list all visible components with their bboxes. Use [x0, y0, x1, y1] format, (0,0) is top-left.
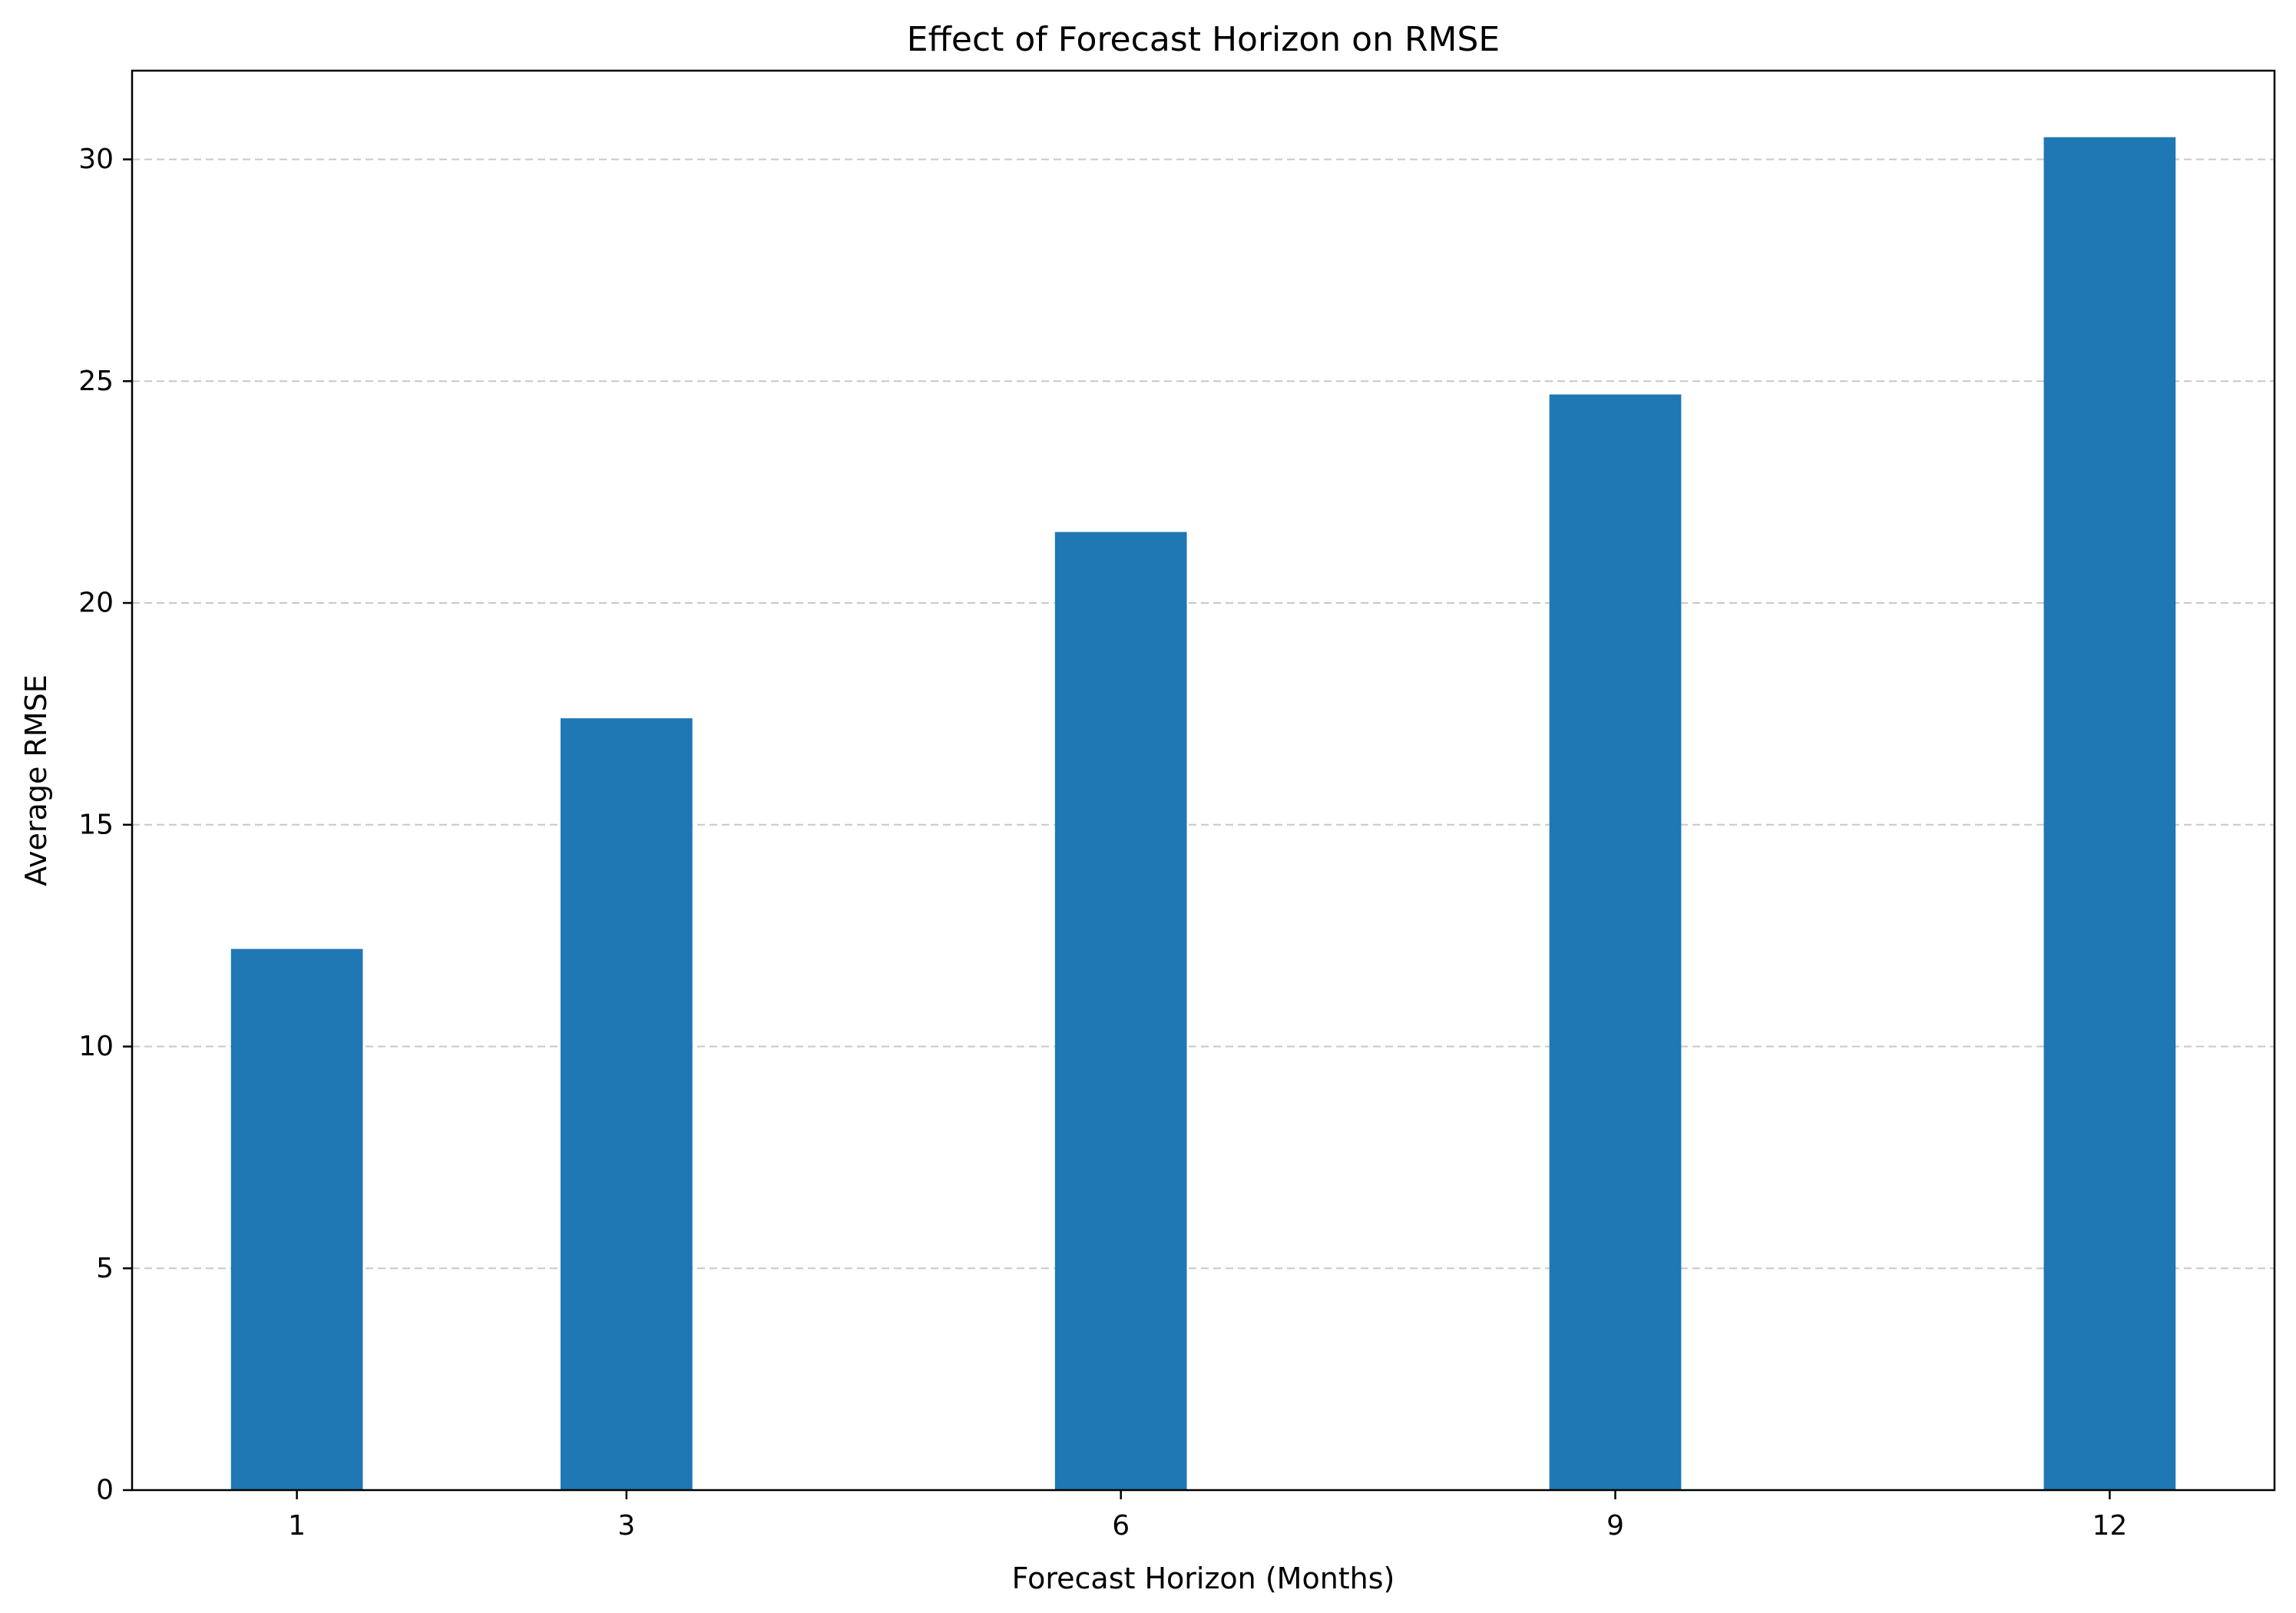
y-tick-label: 10 [78, 1031, 114, 1062]
y-tick-label: 20 [78, 588, 114, 619]
x-tick-label: 6 [1112, 1510, 1130, 1542]
y-tick-label: 25 [78, 366, 114, 397]
bar-horizon-12 [2043, 137, 2176, 1490]
y-tick-label: 15 [78, 809, 114, 840]
bar-horizon-3 [561, 718, 693, 1490]
y-tick-label: 0 [96, 1475, 114, 1506]
y-tick-label: 5 [96, 1253, 114, 1284]
y-tick-label: 30 [78, 144, 114, 175]
bar-horizon-6 [1054, 532, 1187, 1490]
y-axis-label: Average RMSE [19, 674, 53, 886]
bar-horizon-1 [230, 949, 363, 1490]
chart-title: Effect of Forecast Horizon on RMSE [907, 20, 1500, 59]
grid-layer [132, 158, 2274, 1270]
plot-frame [131, 69, 2276, 1492]
x-tick-label: 12 [2092, 1510, 2127, 1542]
x-tick-label: 1 [288, 1510, 306, 1542]
bar-layer [230, 137, 2176, 1491]
x-tick-label: 3 [617, 1510, 635, 1542]
bar-horizon-9 [1549, 394, 1682, 1491]
tick-layer: 0 5 10 15 20 25 30 1 3 6 9 12 [78, 144, 2127, 1542]
x-axis-label: Forecast Horizon (Months) [1012, 1562, 1395, 1595]
x-tick-label: 9 [1606, 1510, 1624, 1542]
